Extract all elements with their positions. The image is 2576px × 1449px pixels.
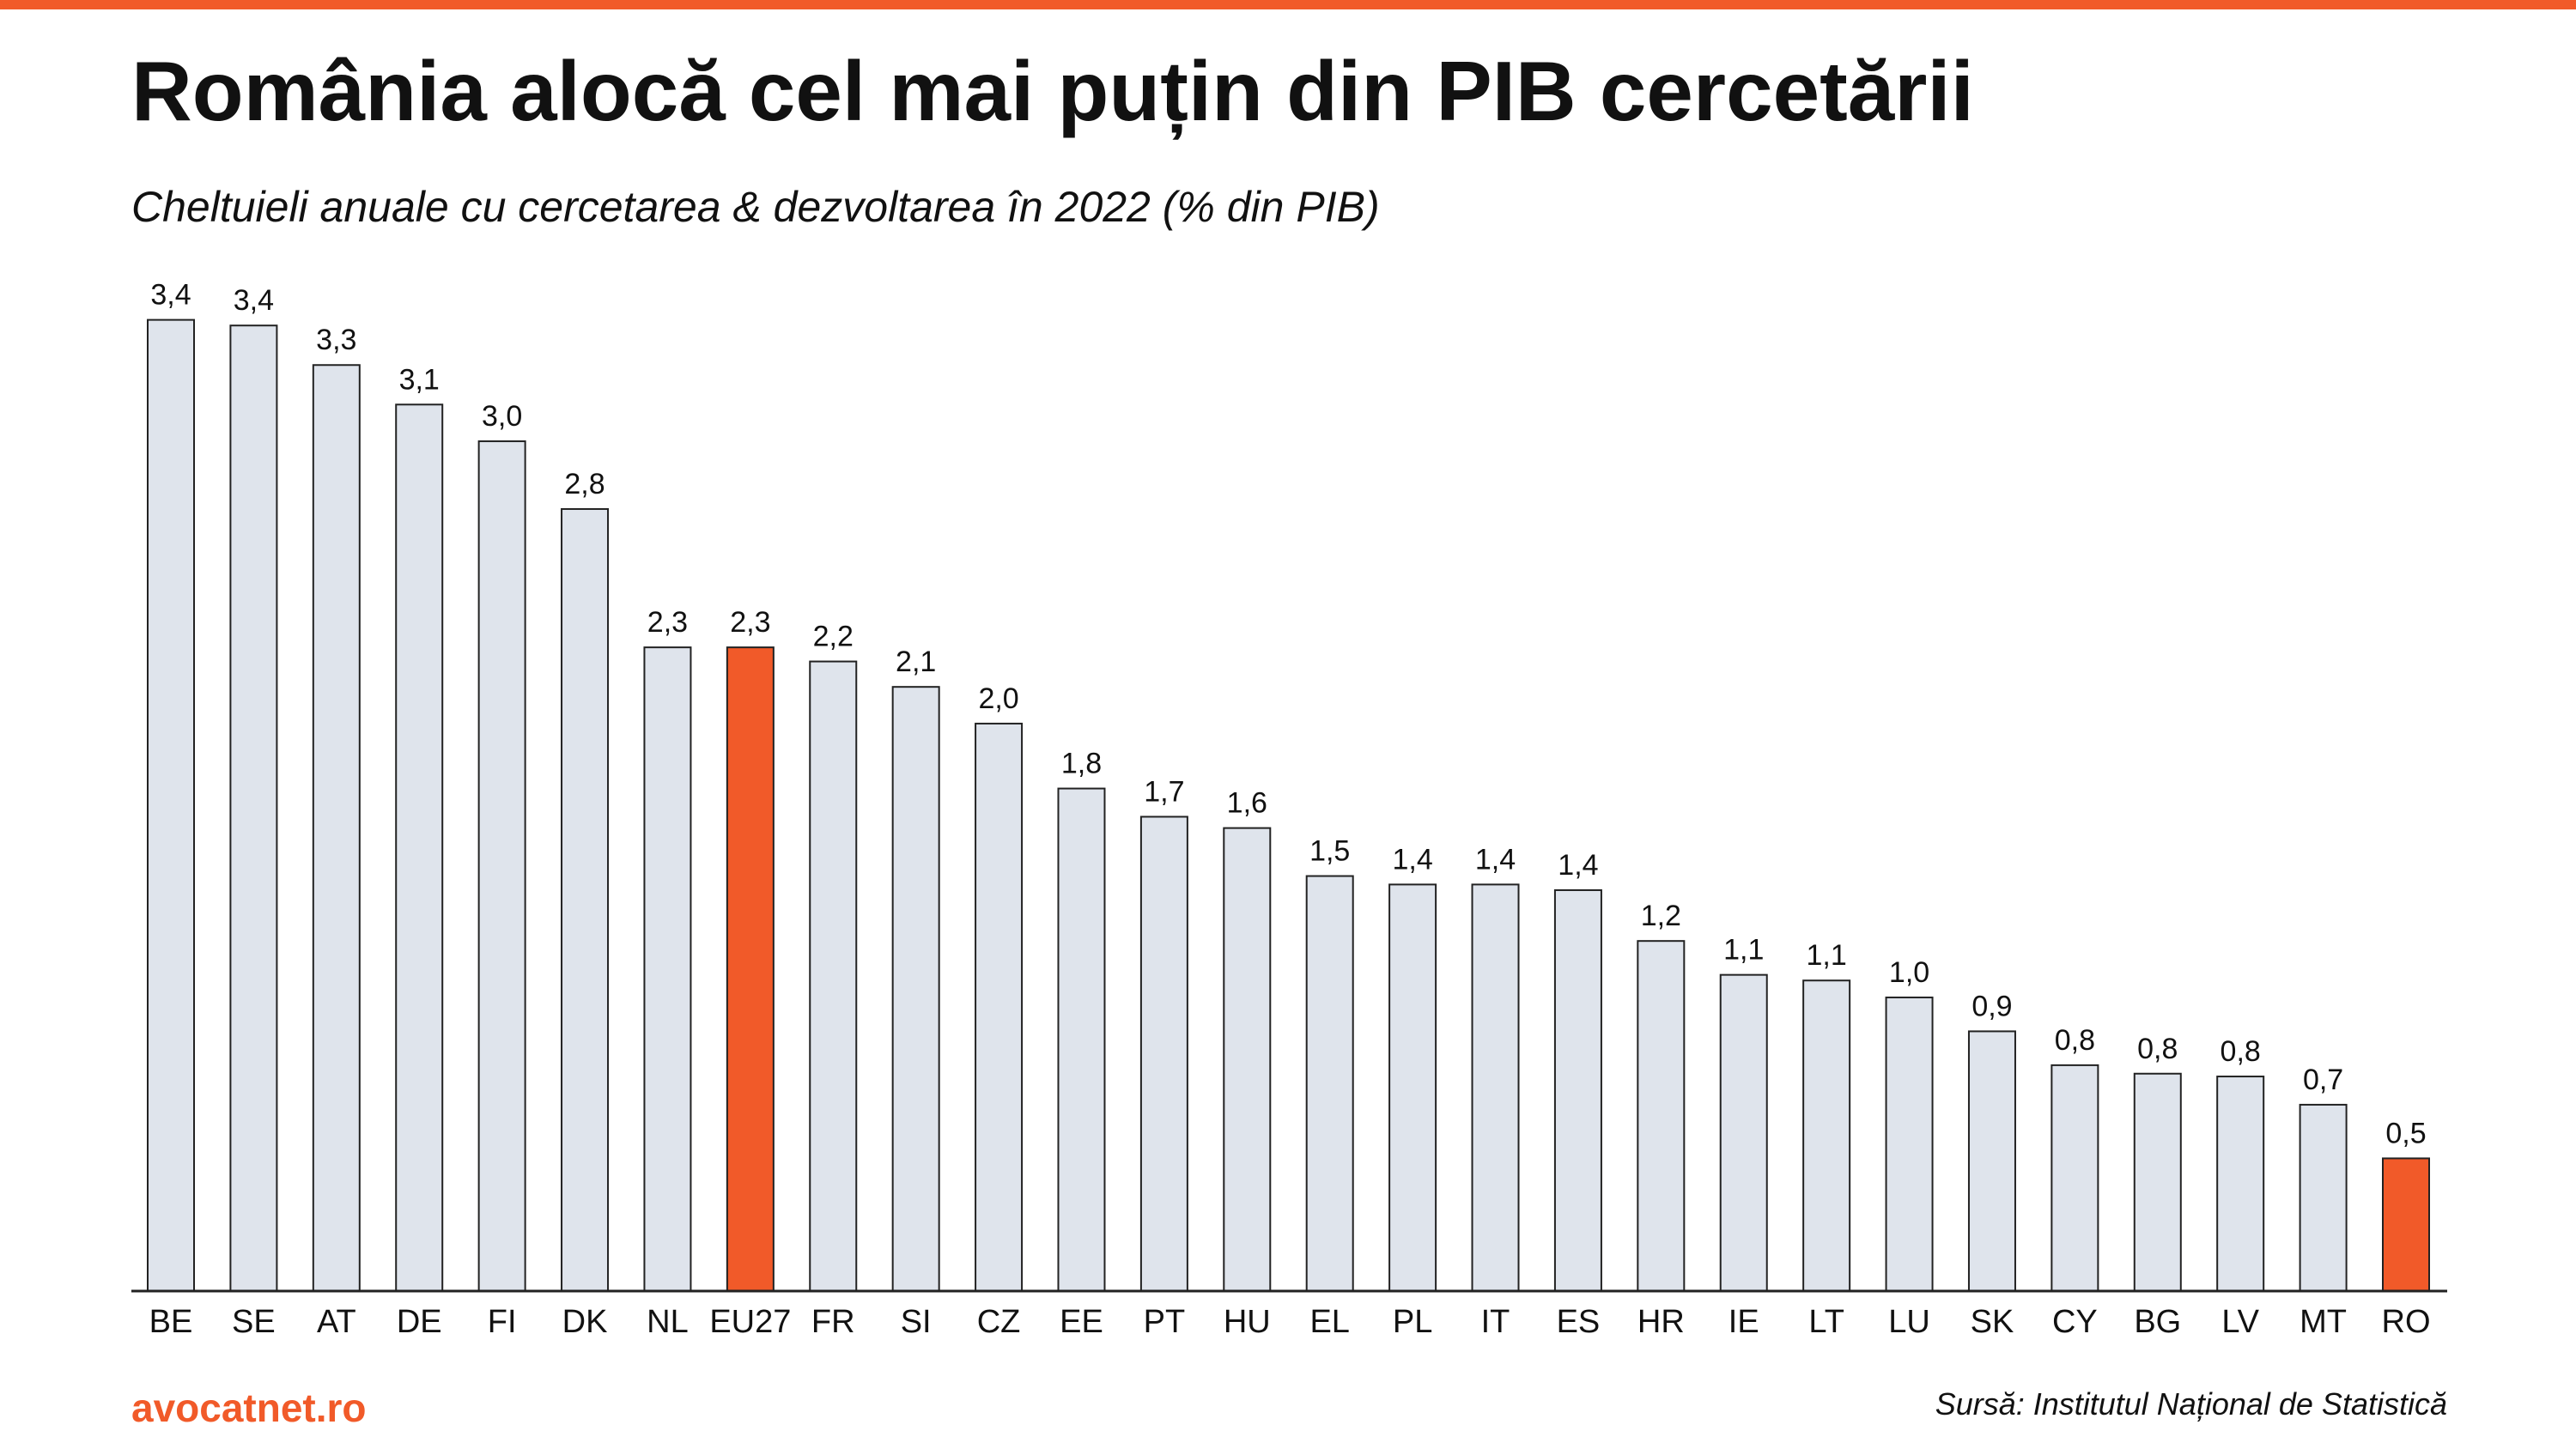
x-tick-label: LT [1808,1304,1844,1340]
x-tick-label: RO [2382,1304,2431,1340]
bar [2133,1072,2182,1293]
bar [147,318,195,1293]
value-label: 3,0 [482,400,522,433]
value-label: 1,0 [1889,956,1929,989]
x-tick-label: BE [149,1304,193,1340]
value-label: 0,5 [2385,1117,2426,1149]
x-tick-label: SE [232,1304,276,1340]
value-label: 0,8 [2055,1024,2095,1057]
bar [477,440,526,1292]
x-tick-label: ES [1557,1304,1601,1340]
bar [2299,1103,2348,1293]
value-label: 0,7 [2303,1064,2343,1096]
value-label: 2,3 [647,606,688,639]
bar [1802,979,1851,1292]
value-label: 1,1 [1807,939,1847,972]
bar [312,364,361,1293]
bar [975,722,1024,1292]
bar [1223,827,1272,1292]
bar [561,507,610,1292]
x-tick-label: CY [2052,1304,2098,1340]
x-tick-label: HR [1637,1304,1685,1340]
value-label: 3,4 [150,279,191,312]
value-label: 2,2 [813,621,854,653]
value-label: 2,3 [730,606,770,639]
value-label: 3,3 [316,324,356,356]
x-tick-label: BG [2134,1304,2181,1340]
chart-title: România alocă cel mai puțin din PIB cerc… [131,44,1974,140]
chart-subtitle: Cheltuieli anuale cu cercetarea & dezvol… [131,183,1380,231]
x-tick-label: AT [317,1304,356,1340]
x-tick-label: SI [901,1304,932,1340]
bar [726,646,775,1292]
bar [809,660,858,1292]
bar [1553,888,1602,1292]
value-label: 0,8 [2221,1035,2261,1068]
value-label: 1,8 [1061,748,1102,780]
x-tick-label: DK [562,1304,608,1340]
top-bar [0,0,2576,9]
value-label: 1,1 [1723,934,1764,967]
x-tick-label: LV [2221,1304,2259,1340]
x-tick-label: PT [1144,1304,1186,1340]
x-tick-label: PL [1393,1304,1432,1340]
value-label: 2,1 [896,646,936,678]
value-label: 1,4 [1558,849,1598,882]
x-tick-label: NL [647,1304,689,1340]
value-label: 1,2 [1641,900,1681,932]
x-tick-label: IT [1481,1304,1510,1340]
x-tick-label: LU [1888,1304,1930,1340]
value-label: 2,0 [978,682,1018,715]
brand: avocatnet.ro [131,1385,367,1430]
value-label: 1,5 [1309,835,1350,868]
x-tick-label: FI [488,1304,517,1340]
bar [643,646,692,1292]
value-label: 0,9 [1971,990,2012,1022]
value-label: 1,4 [1475,843,1516,876]
x-tick-label: IE [1728,1304,1759,1340]
value-label: 0,8 [2137,1033,2178,1065]
x-tick-label: SK [1971,1304,2014,1340]
x-tick-label: FR [811,1304,855,1340]
x-tick-label: EL [1309,1304,1349,1340]
bar [2050,1064,2099,1293]
bar [2382,1157,2430,1293]
bar [1388,883,1437,1293]
bar [229,324,278,1293]
bar [1471,883,1520,1293]
source: Sursă: Institutul Național de Statistică [1935,1386,2447,1422]
bar [1305,875,1354,1292]
value-label: 1,6 [1227,787,1267,820]
bar [2216,1076,2265,1292]
bar [1139,815,1188,1292]
x-tick-label: CZ [977,1304,1021,1340]
bar [1967,1030,2016,1293]
x-tick-label: MT [2300,1304,2347,1340]
bar [1637,940,1686,1292]
bar [1719,973,1768,1292]
value-label: 1,7 [1144,775,1184,808]
bar [891,686,940,1292]
value-label: 3,4 [234,284,274,317]
value-label: 1,4 [1392,843,1432,876]
value-label: 3,1 [399,363,440,396]
bar [1885,996,1934,1292]
bar [395,403,444,1292]
value-label: 2,8 [564,468,605,500]
x-tick-label: EE [1060,1304,1103,1340]
x-tick-label: EU27 [709,1304,791,1340]
bar [1057,787,1106,1292]
x-tick-label: HU [1224,1304,1271,1340]
x-tick-label: DE [397,1304,442,1340]
